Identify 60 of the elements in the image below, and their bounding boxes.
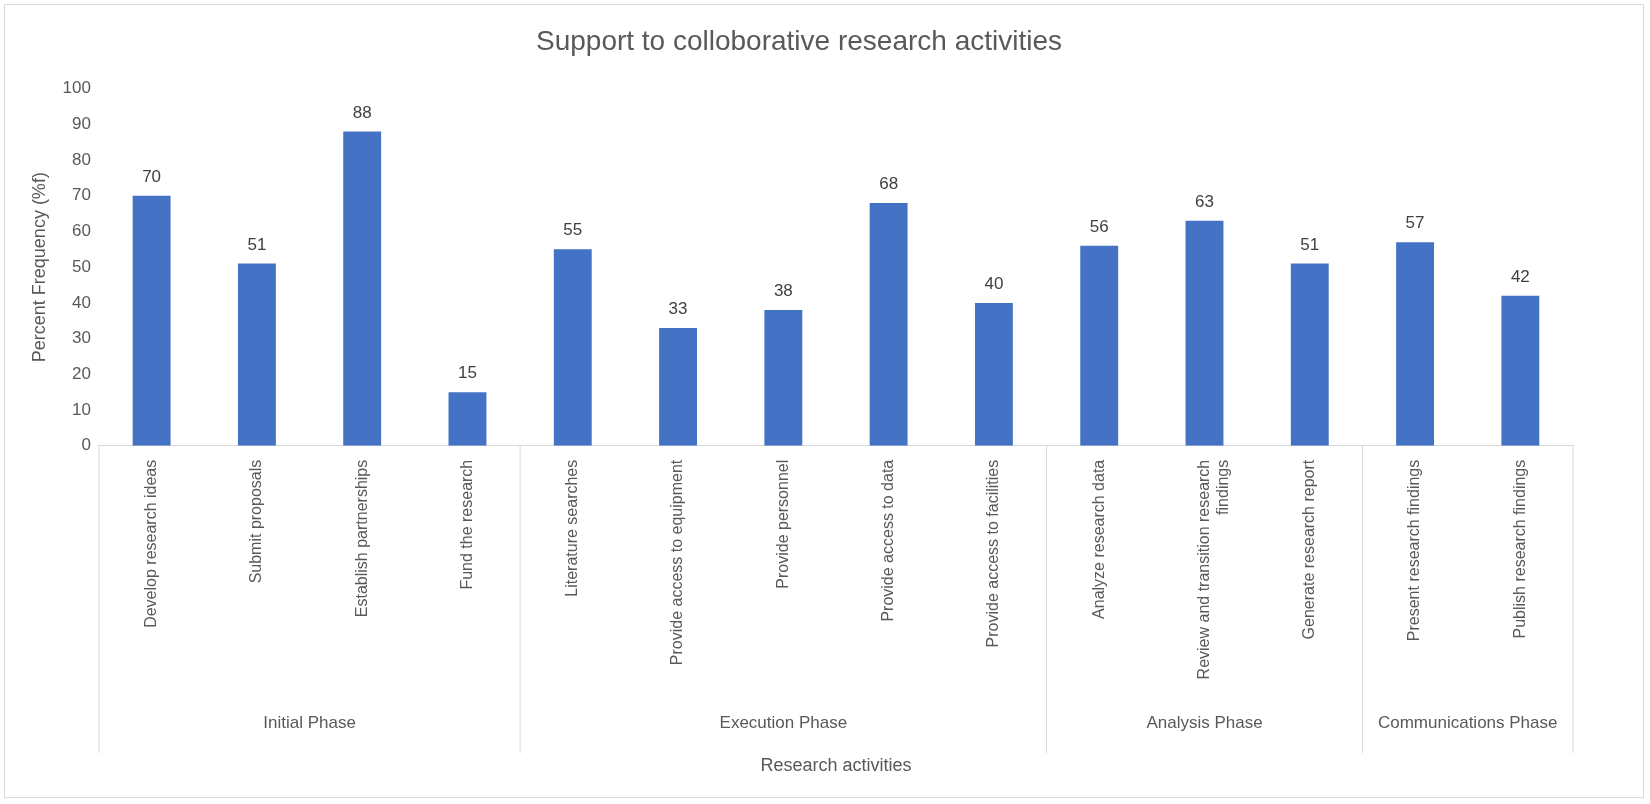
bar <box>132 195 171 446</box>
x-tick-label: Provide access to facilities <box>984 459 1002 648</box>
bar <box>1290 263 1329 446</box>
chart-title: Support to colloborative research activities <box>535 24 1063 56</box>
bar <box>448 392 487 446</box>
data-label: 42 <box>1510 266 1530 286</box>
x-tick-label: Review and transition research findings <box>1194 459 1232 680</box>
x-axis-title: Research activities <box>760 755 912 776</box>
text: Execution Phase <box>719 712 848 732</box>
x-tick-label: Submit proposals <box>247 459 265 584</box>
bar <box>237 263 276 446</box>
bar <box>1396 242 1435 446</box>
x-tick-label: Present research findings <box>1405 459 1423 642</box>
x-tick-label: Provide access to data <box>879 459 897 622</box>
y-tick-label: 10 <box>72 399 91 419</box>
text: Communications Phase <box>1377 712 1558 732</box>
y-tick-label: 50 <box>72 256 91 276</box>
x-tick-label: Analyze research data <box>1089 459 1107 619</box>
y-tick-label: 40 <box>72 292 91 312</box>
bar <box>869 202 908 446</box>
bar <box>764 310 803 446</box>
y-tick-label: 60 <box>72 221 91 241</box>
bar <box>1185 220 1224 446</box>
data-label: 15 <box>458 363 477 383</box>
data-label: 55 <box>563 220 583 240</box>
y-tick-label: 30 <box>72 328 91 348</box>
data-label: 38 <box>773 281 793 301</box>
data-label: 56 <box>1089 216 1109 236</box>
data-label: 63 <box>1195 191 1214 211</box>
x-tick-label: Fund the research <box>457 459 475 590</box>
bar <box>1080 245 1119 446</box>
x-tick-label: Publish research findings <box>1510 459 1528 639</box>
data-label: 40 <box>984 274 1004 294</box>
bar <box>974 302 1013 446</box>
x-tick-label: Establish partnerships <box>352 459 370 618</box>
data-label: 70 <box>142 166 162 186</box>
x-tick-label: Provide access to equipment <box>668 459 686 666</box>
bar <box>343 131 382 446</box>
data-label: 33 <box>668 299 688 319</box>
bar <box>1501 295 1540 446</box>
y-tick-label: 90 <box>72 114 91 133</box>
y-tick-label: 70 <box>72 185 91 205</box>
data-label: 51 <box>1300 234 1320 254</box>
bar <box>659 327 697 446</box>
data-label: 68 <box>879 174 899 194</box>
text: Initial Phase <box>263 712 356 732</box>
x-tick-label: Generate research report <box>1300 459 1318 640</box>
y-tick-label: 80 <box>72 149 91 169</box>
x-tick-label: Literature searches <box>563 459 581 597</box>
y-tick-label: 0 <box>81 435 91 455</box>
bar <box>553 249 592 446</box>
y-tick-label: 20 <box>72 364 91 383</box>
data-label: 88 <box>352 102 372 122</box>
x-tick-label: Develop research ideas <box>142 459 160 628</box>
x-tick-label: Provide personnel <box>773 459 791 589</box>
text: Analysis Phase <box>1146 712 1263 732</box>
y-axis-title: Percent Frequency (%f) <box>28 172 49 363</box>
y-tick-label: 100 <box>62 78 91 98</box>
data-label: 51 <box>247 234 267 254</box>
data-label: 57 <box>1405 213 1425 233</box>
